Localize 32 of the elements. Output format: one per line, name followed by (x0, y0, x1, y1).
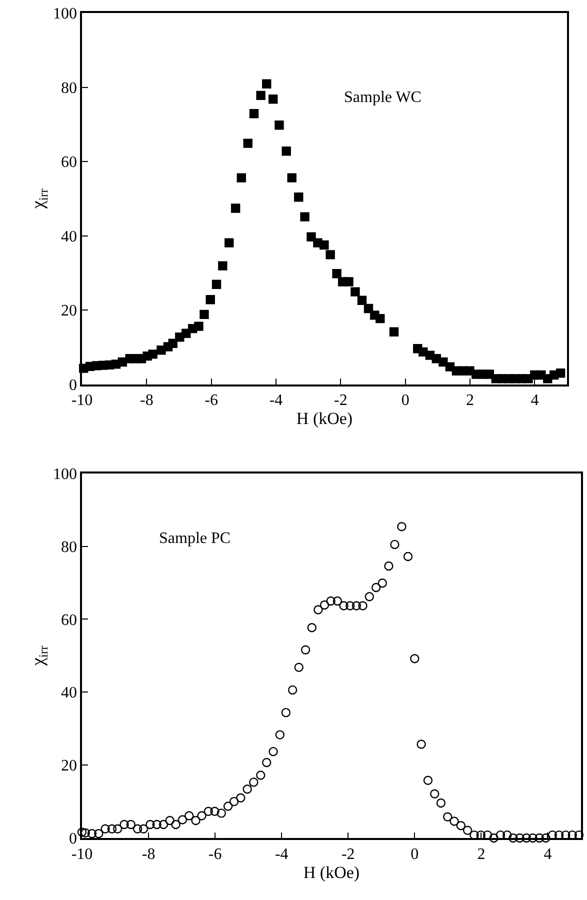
annotation: Sample WC (344, 89, 422, 106)
x-tick-label: 0 (410, 846, 419, 863)
x-axis-title: H (kOe) (303, 862, 360, 882)
y-tick-label: 80 (61, 538, 78, 556)
y-tick-label: 0 (69, 376, 78, 394)
x-tick-label: -8 (142, 846, 156, 863)
y-tick-label: 60 (61, 154, 78, 172)
y-tick-label: 40 (61, 228, 78, 246)
x-tick-label: 4 (544, 846, 552, 863)
x-tick-label: -10 (71, 846, 93, 863)
x-axis-title: H (kOe) (296, 409, 353, 428)
x-tick-label: -2 (341, 846, 355, 863)
y-tick-label: 20 (61, 302, 78, 320)
x-tick-label: -6 (204, 392, 218, 410)
x-tick-label: 2 (477, 846, 486, 863)
y-tick-label: 100 (53, 6, 78, 23)
y-tick-label: 20 (61, 758, 78, 775)
y-tick-label: 80 (61, 80, 78, 97)
x-tick-label: 2 (466, 392, 474, 410)
x-tick-label: -4 (269, 392, 283, 410)
annotation: Sample PC (159, 530, 231, 547)
x-tick-label: -2 (334, 392, 348, 410)
y-tick-label: 60 (61, 612, 78, 629)
y-tick-label: 100 (53, 466, 78, 483)
x-tick-label: 4 (530, 392, 539, 410)
x-tick-label: -6 (208, 846, 222, 863)
x-tick-label: -4 (274, 846, 288, 863)
x-tick-label: -8 (140, 392, 154, 410)
x-tick-label: -10 (71, 392, 93, 410)
y-tick-label: 0 (69, 830, 78, 848)
x-tick-label: 0 (401, 392, 410, 410)
y-tick-label: 40 (61, 684, 78, 702)
